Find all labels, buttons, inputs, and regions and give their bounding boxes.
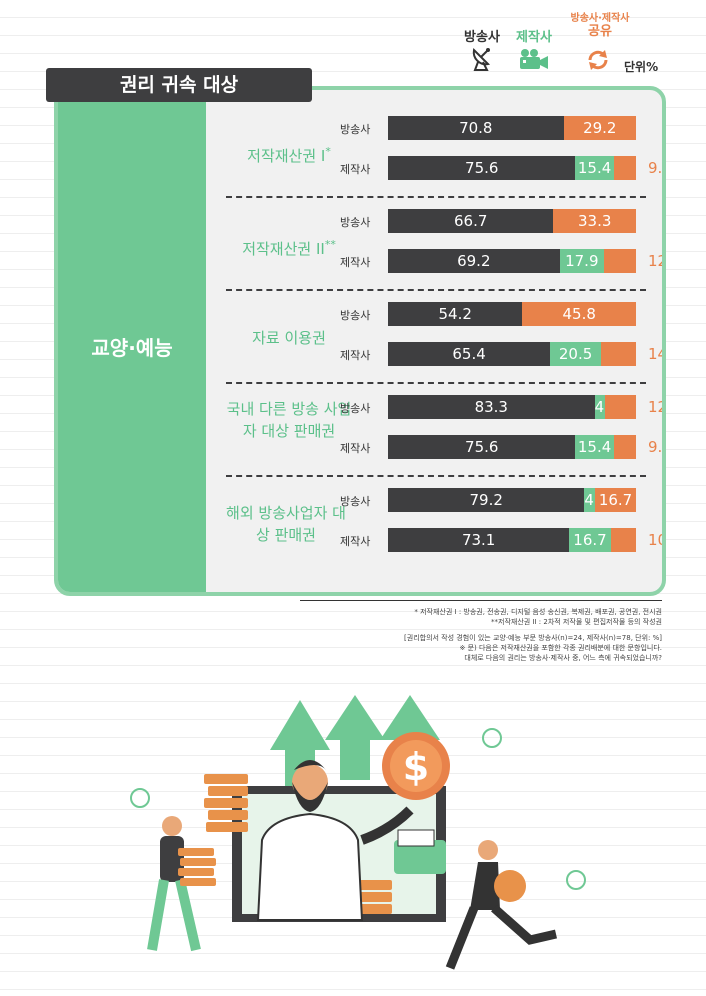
footnote-2: **저작재산권 II : 2차적 저작물 및 편집저작물 등의 작성권 <box>491 618 662 626</box>
bar-value-outside: 9.0 <box>648 159 663 177</box>
video-camera-icon <box>520 49 548 69</box>
group-label-5: 해외 방송사업자 대상 판매권 <box>226 502 346 546</box>
bar-row: 73.116.710.3 <box>388 528 662 552</box>
bar-value-outside: 12.8 <box>648 252 666 270</box>
group-label-text: 자료 이용권 <box>252 329 326 347</box>
bar-row: 83.34.212.5 <box>388 395 662 419</box>
footnote-3: [권리합의서 작성 경험이 있는 교양·예능 부문 방송사(n)=24, 제작사… <box>404 634 662 642</box>
bar-segment-broadcaster: 75.6 <box>388 435 576 459</box>
group-label-text: 해외 방송사업자 대상 판매권 <box>226 504 346 544</box>
group-label-mark: * <box>325 145 331 158</box>
bar-segment-producer: 17.9 <box>559 249 604 273</box>
group-divider <box>226 196 646 198</box>
svg-text:$: $ <box>403 745 429 789</box>
group-divider <box>226 382 646 384</box>
bar-row: 79.24.216.7 <box>388 488 637 512</box>
group-label-1: 저작재산권 I* <box>208 141 370 167</box>
group-label-4: 국내 다른 방송 사업자 대상 판매권 <box>224 398 354 442</box>
chart-panel: 교양·예능 저작재산권 I*방송사70.829.2제작사75.615.49.0저… <box>54 86 666 596</box>
row-label: 제작사 <box>340 163 371 176</box>
person-carrying-coins <box>147 816 216 952</box>
legend-shared-line2: 공유 <box>588 24 612 39</box>
row-label: 제작사 <box>340 349 371 362</box>
bar-segment-shared <box>605 395 636 419</box>
bar-segment-broadcaster: 73.1 <box>388 528 570 552</box>
legend-shared-line1: 방송사·제작사 <box>570 13 630 24</box>
bar-segment-shared <box>604 249 636 273</box>
bar-segment-producer: 4.2 <box>584 488 608 512</box>
group-label-text: 국내 다른 방송 사업자 대상 판매권 <box>226 400 352 440</box>
group-label-text: 저작재산권 I <box>247 147 326 165</box>
bar-segment-broadcaster: 66.7 <box>388 209 554 233</box>
group-label-mark: ** <box>324 238 336 251</box>
bar-segment-broadcaster: 79.2 <box>388 488 585 512</box>
bar-row: 69.217.912.8 <box>388 249 662 273</box>
category-label: 교양·예능 <box>91 336 173 360</box>
bar-row: 65.420.514.1 <box>388 342 662 366</box>
row-label: 방송사 <box>340 216 371 229</box>
footnote-5: 대체로 다음의 권리는 방송사·제작사 중, 어느 측에 귀속되었습니까? <box>464 654 662 662</box>
group-divider <box>226 289 646 291</box>
coin-outline-icon <box>130 728 586 890</box>
chart-title: 권리 귀속 대상 <box>46 68 312 102</box>
bar-segment-producer: 15.4 <box>575 435 614 459</box>
category-column: 교양·예능 <box>58 90 206 592</box>
bar-segment-producer: 20.5 <box>550 342 602 366</box>
bar-segment-shared: 16.7 <box>594 488 637 512</box>
person-running-with-money-bag <box>445 840 558 970</box>
bar-row: 66.7 33.3 <box>388 209 636 233</box>
legend-shared: 방송사·제작사 공유 <box>560 12 640 38</box>
bar-segment-shared <box>601 342 636 366</box>
row-label: 제작사 <box>340 535 371 548</box>
group-label-text: 저작재산권 II <box>242 240 325 258</box>
legend: 방송사 제작사 방송사·제작사 공유 단위% <box>458 10 698 76</box>
group-divider <box>226 475 646 477</box>
satellite-dish-icon <box>472 47 491 71</box>
row-label: 방송사 <box>340 123 371 136</box>
footnotes: * 저작재산권 I : 방송권, 전송권, 디지털 음성 송신권, 복제권, 배… <box>300 600 662 663</box>
bar-row: 75.615.4 9.0 <box>388 156 662 180</box>
bar-value-outside: 12.5 <box>648 398 666 416</box>
bar-segment-producer: 4.2 <box>594 395 618 419</box>
businessman-center <box>256 760 414 921</box>
footnote-1: * 저작재산권 I : 방송권, 전송권, 디지털 음성 송신권, 복제권, 배… <box>414 608 662 616</box>
bar-segment-broadcaster: 75.6 <box>388 156 576 180</box>
bar-value-outside: 9.0 <box>648 438 663 456</box>
bar-segment-broadcaster: 65.4 <box>388 342 551 366</box>
bar-segment-shared <box>610 528 637 552</box>
bar-row: 54.2 45.8 <box>388 302 636 326</box>
bar-row: 75.615.4 9.0 <box>388 435 662 459</box>
row-label: 제작사 <box>340 442 371 455</box>
group-label-3: 자료 이용권 <box>208 327 370 349</box>
bar-segment-shared: 29.2 <box>563 116 636 140</box>
dollar-coin-icon: $ <box>382 732 450 800</box>
wallet-icon <box>394 829 446 874</box>
bar-row: 70.8 29.2 <box>388 116 636 140</box>
row-label: 방송사 <box>340 309 371 322</box>
bar-segment-producer: 16.7 <box>569 528 611 552</box>
bar-segment-shared: 45.8 <box>522 302 636 326</box>
bar-segment-shared <box>613 156 636 180</box>
bar-segment-broadcaster: 70.8 <box>388 116 564 140</box>
bar-segment-broadcaster: 83.3 <box>388 395 595 419</box>
share-cycle-icon <box>588 50 608 70</box>
bar-value-outside: 10.3 <box>648 531 666 549</box>
bar-segment-shared: 33.3 <box>553 209 636 233</box>
bar-segment-producer: 15.4 <box>575 156 614 180</box>
legend-producer: 제작사 <box>516 30 552 45</box>
bar-value-outside: 14.1 <box>648 345 666 363</box>
row-label: 방송사 <box>340 402 371 415</box>
unit-label: 단위% <box>624 60 659 74</box>
footnote-4: ※ 문) 다음은 저작재산권을 포함한 각종 권리배분에 대한 문항입니다. <box>459 644 662 652</box>
business-illustration: $ <box>130 695 586 970</box>
bar-segment-broadcaster: 69.2 <box>388 249 560 273</box>
bar-segment-shared <box>613 435 636 459</box>
bar-segment-broadcaster: 54.2 <box>388 302 523 326</box>
row-label: 방송사 <box>340 495 371 508</box>
row-label: 제작사 <box>340 256 371 269</box>
group-label-2: 저작재산권 II** <box>208 234 370 260</box>
legend-broadcaster: 방송사 <box>464 30 500 45</box>
